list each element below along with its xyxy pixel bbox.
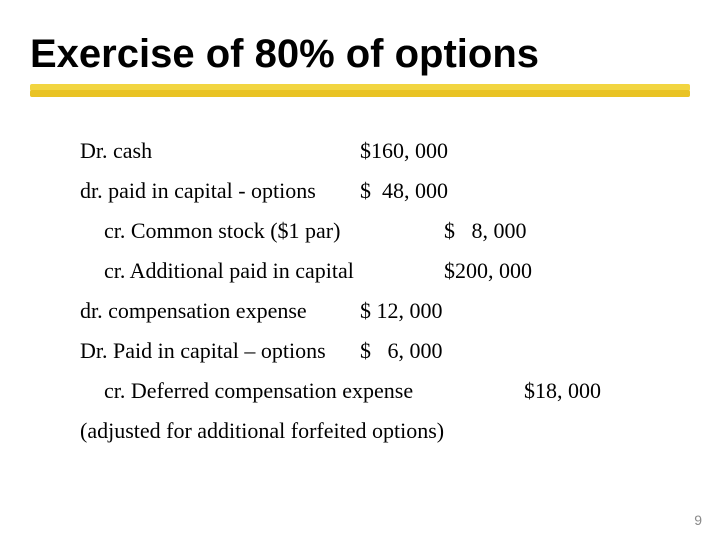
entry-label: dr. compensation expense [80, 300, 360, 322]
entry-amount: $ 6, 000 [360, 340, 443, 362]
entry-amount: $18, 000 [464, 380, 601, 402]
page-number: 9 [694, 512, 702, 528]
slide: Exercise of 80% of options Dr. cash $160… [0, 0, 720, 540]
slide-title: Exercise of 80% of options [30, 32, 690, 77]
footnote-text: (adjusted for additional forfeited optio… [80, 420, 444, 442]
entry-label: dr. paid in capital - options [80, 180, 360, 202]
entry-amount: $160, 000 [360, 140, 448, 162]
entry-amount: $200, 000 [404, 260, 532, 282]
title-underline [30, 84, 690, 98]
entry-label: cr. Additional paid in capital [104, 260, 404, 282]
entry-label: cr. Deferred compensation expense [104, 380, 464, 402]
entry-row: cr. Common stock ($1 par) $ 8, 000 [80, 220, 670, 242]
entry-row: cr. Additional paid in capital $200, 000 [80, 260, 670, 282]
entry-amount: $ 8, 000 [404, 220, 527, 242]
entry-row: dr. compensation expense $ 12, 000 [80, 300, 670, 322]
entry-row: cr. Deferred compensation expense $18, 0… [80, 380, 670, 402]
entry-label: Dr. cash [80, 140, 360, 162]
footnote-row: (adjusted for additional forfeited optio… [80, 420, 670, 442]
underline-bar-bottom [30, 90, 690, 97]
entry-amount: $ 12, 000 [360, 300, 443, 322]
entry-label: cr. Common stock ($1 par) [104, 220, 404, 242]
entry-amount: $ 48, 000 [360, 180, 448, 202]
title-wrap: Exercise of 80% of options [30, 32, 690, 77]
slide-body: Dr. cash $160, 000 dr. paid in capital -… [80, 140, 670, 460]
entry-row: dr. paid in capital - options $ 48, 000 [80, 180, 670, 202]
entry-label: Dr. Paid in capital – options [80, 340, 360, 362]
entry-row: Dr. Paid in capital – options $ 6, 000 [80, 340, 670, 362]
entry-row: Dr. cash $160, 000 [80, 140, 670, 162]
